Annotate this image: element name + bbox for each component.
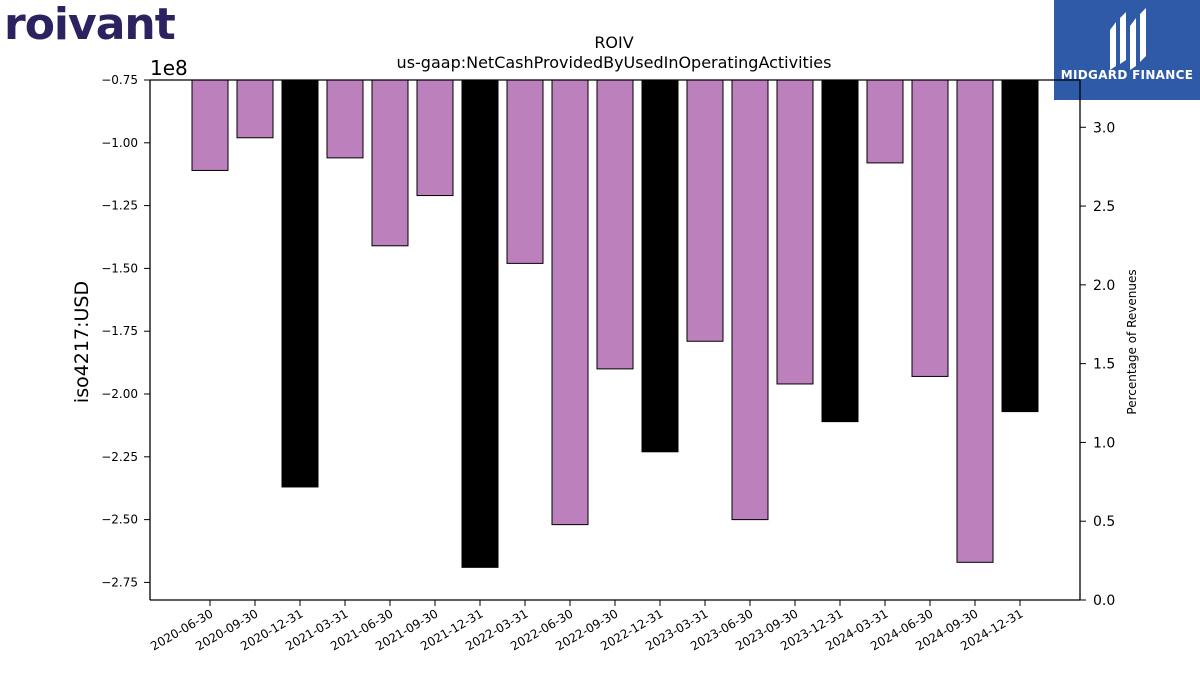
y-axis-label: iso4217:USD [71,281,93,403]
y2-tick-label: 1.5 [1093,357,1115,373]
bar [776,79,814,385]
y-tick-label: −2.75 [101,575,138,589]
y-tick-label: −1.50 [101,261,138,275]
bar [1001,79,1039,413]
y2-tick-label: 0.5 [1093,514,1115,530]
y-tick-label: −2.25 [101,450,138,464]
bar [821,79,859,423]
bar [236,79,274,139]
bar [596,79,634,370]
chart-title: ROIV [594,33,633,52]
midgard-logo-icon [1110,8,1146,70]
y-tick-label: −1.00 [101,136,138,150]
bar [551,79,589,526]
bar [686,79,724,342]
bar [371,79,409,247]
bar [956,79,994,563]
bar [416,79,454,197]
bar [731,79,769,521]
bar [911,79,949,377]
y2-tick-label: 3.0 [1093,120,1115,136]
y2-tick-label: 2.0 [1093,278,1115,294]
bar [461,79,499,568]
y-tick-label: −2.50 [101,513,138,527]
chart-subtitle: us-gaap:NetCashProvidedByUsedInOperating… [397,53,832,72]
bar [641,79,679,453]
bar [326,79,364,159]
midgard-finance-logo: MIDGARD FINANCE [1054,0,1200,100]
y-offset-label: 1e8 [150,56,188,80]
y2-tick-label: 0.0 [1093,593,1115,609]
y2-tick-label: 2.5 [1093,199,1115,215]
y-tick-label: −1.25 [101,199,138,213]
bar [191,79,229,171]
bars-group [191,79,1039,568]
y-tick-label: −1.75 [101,324,138,338]
y-tick-label: −2.00 [101,387,138,401]
bar [281,79,319,488]
bar [866,79,904,164]
bar [506,79,544,264]
y2-tick-label: 1.0 [1093,435,1115,451]
roivant-logo: roivant [4,0,176,50]
midgard-logo-text: MIDGARD FINANCE [1060,68,1194,82]
y-tick-label: −0.75 [101,73,138,87]
y2-axis-label: Percentage of Revenues [1125,269,1139,414]
